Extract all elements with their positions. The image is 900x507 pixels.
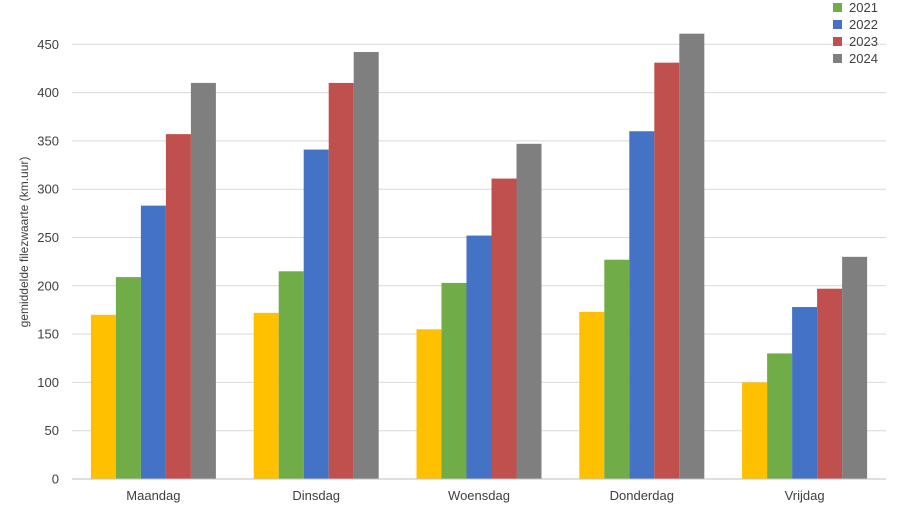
bar-maandag-series-0 — [90, 314, 116, 479]
bar-woensdag-series-0 — [416, 329, 442, 479]
y-tick-label: 400 — [37, 85, 59, 100]
bar-dinsdag-series-1 — [278, 271, 304, 479]
x-tick-label: Woensdag — [448, 488, 510, 503]
bar-vrijdag-series-1 — [767, 353, 793, 479]
bar-maandag-series-1 — [115, 277, 141, 479]
bar-donderdag-series-0 — [579, 311, 605, 479]
bar-woensdag-series-1 — [441, 282, 467, 479]
bar-donderdag-series-4 — [679, 33, 705, 479]
bar-vrijdag-series-2 — [792, 307, 818, 479]
bar-dinsdag-series-3 — [328, 82, 354, 479]
y-tick-label: 100 — [37, 375, 59, 390]
bar-maandag-series-3 — [165, 134, 191, 479]
legend-label: 2023 — [849, 34, 878, 49]
y-tick-label: 150 — [37, 327, 59, 342]
bar-vrijdag-series-3 — [817, 288, 843, 479]
bar-donderdag-series-1 — [604, 259, 630, 479]
legend-swatch — [833, 3, 842, 12]
y-tick-label: 200 — [37, 278, 59, 293]
legend-label: 2021 — [849, 0, 878, 15]
bar-dinsdag-series-4 — [353, 52, 379, 479]
bar-donderdag-series-2 — [629, 131, 655, 480]
legend: 2021 2022 2023 2024 — [833, 0, 878, 66]
y-tick-label: 50 — [45, 423, 59, 438]
bar-vrijdag-series-0 — [742, 382, 768, 479]
bar-maandag-series-2 — [140, 205, 166, 479]
legend-swatch — [833, 54, 842, 63]
legend-swatch — [833, 37, 842, 46]
x-tick-label: Maandag — [126, 488, 180, 503]
y-tick-label: 450 — [37, 37, 59, 52]
legend-label: 2024 — [849, 51, 878, 66]
bar-dinsdag-series-0 — [253, 312, 279, 479]
legend-swatch — [833, 20, 842, 29]
axes: 0 50 100 150 200 250 300 350 400 450 Maandag Dinsda… — [37, 37, 886, 503]
y-tick-label: 350 — [37, 133, 59, 148]
x-tick-label: Vrijdag — [785, 488, 825, 503]
y-tick-label: 300 — [37, 182, 59, 197]
bar-dinsdag-series-2 — [303, 149, 329, 479]
x-tick-label: Dinsdag — [292, 488, 340, 503]
y-tick-label: 250 — [37, 230, 59, 245]
bar-donderdag-series-3 — [654, 62, 680, 480]
x-tick-label: Donderdag — [610, 488, 674, 503]
bar-maandag-series-4 — [190, 82, 216, 479]
bars — [90, 33, 868, 480]
y-tick-label: 0 — [52, 472, 59, 487]
bar-woensdag-series-4 — [516, 143, 542, 479]
y-axis-title: gemiddelde filezwaarte (km.uur) — [17, 157, 31, 328]
bar-woensdag-series-3 — [491, 178, 517, 479]
bar-woensdag-series-2 — [466, 235, 492, 479]
legend-label: 2022 — [849, 17, 878, 32]
bar-vrijdag-series-4 — [842, 256, 868, 479]
